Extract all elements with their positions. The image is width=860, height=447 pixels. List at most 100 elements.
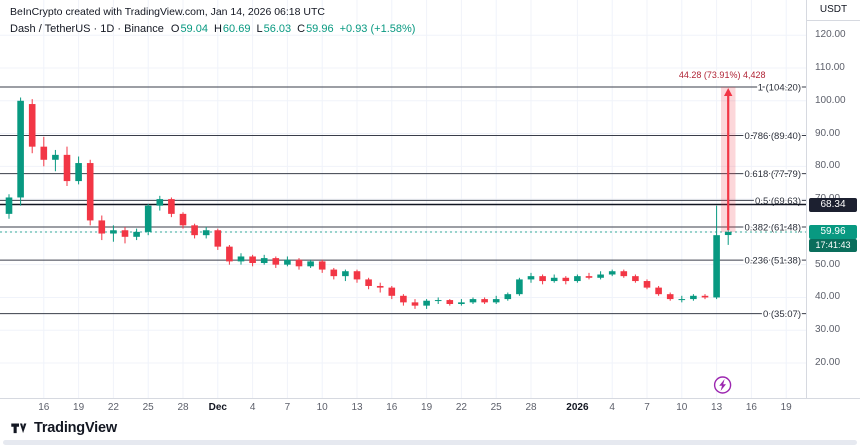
- time-tick-label: 4: [249, 402, 256, 413]
- candle-body-nov-27: [168, 199, 175, 214]
- candle-body-nov-13: [5, 197, 13, 214]
- candle-body-nov-19: [75, 163, 82, 182]
- candle-body-jan-13: [713, 235, 720, 298]
- time-tick-label: 22: [455, 402, 467, 413]
- price-tick-label: 80.00: [815, 160, 841, 172]
- candle-body-jan-1: [574, 276, 581, 282]
- last-price-badge: 59.96: [809, 225, 857, 240]
- time-tick-label: 19: [421, 402, 433, 413]
- candle-body-jan-4: [608, 271, 616, 275]
- low-label: L: [256, 23, 263, 35]
- tradingview-logo-icon: [11, 423, 27, 434]
- time-tick-label: 25: [142, 402, 154, 413]
- candle-body-jan-10: [678, 299, 686, 301]
- candle-body-dec-16: [388, 287, 396, 296]
- candle-body-nov-17: [52, 154, 59, 160]
- time-tick-label: 13: [351, 402, 363, 413]
- candle-body-jan-5: [620, 271, 628, 277]
- candle-body-jan-8: [655, 287, 662, 295]
- candle-body-dec-6: [272, 258, 280, 265]
- candle-body-nov-18: [63, 154, 71, 182]
- fib-label-0.382: 0.382 (61.48): [744, 223, 801, 234]
- high-label: H: [213, 23, 222, 35]
- price-tick-label: 30.00: [815, 324, 841, 336]
- candle-body-dec-2: [226, 246, 233, 262]
- price-line-badge: 68.34: [809, 197, 857, 212]
- candle-body-nov-20: [86, 163, 94, 221]
- candle-body-dec-29: [539, 276, 546, 282]
- currency-label: USDT: [807, 0, 860, 21]
- time-tick-label: 13: [711, 402, 723, 413]
- price-tick-label: 120.00: [815, 29, 846, 41]
- time-tick-label: 7: [284, 402, 291, 413]
- time-axis[interactable]: 16 19 22 25 28 Dec 4 7 10 13 16 19 22 25 28 2026 4 7 10 13 1…: [0, 398, 860, 416]
- candle-body-nov-29: [191, 225, 198, 236]
- candle-body-dec-23: [469, 299, 477, 303]
- candle-body-jan-2: [585, 276, 593, 278]
- candle-body-dec-5: [260, 258, 268, 264]
- candle-body-nov-22: [110, 230, 117, 234]
- candle-body-nov-21: [98, 220, 106, 234]
- price-axis[interactable]: USDT 120.00110.00100.0090.0080.0070.0060…: [806, 0, 860, 398]
- candle-body-dec-27: [516, 279, 523, 295]
- low-value: 56.03: [263, 23, 292, 35]
- candle-body-dec-19: [423, 300, 430, 306]
- candle-body-jan-3: [597, 274, 604, 278]
- price-tick-label: 90.00: [815, 127, 841, 139]
- price-tick-label: 20.00: [815, 357, 841, 368]
- high-value: 60.69: [222, 23, 251, 35]
- time-tick-label: Dec: [208, 402, 227, 413]
- fib-label-0.236: 0.236 (51.38): [744, 256, 801, 267]
- projection-arrow-head: [724, 88, 733, 97]
- projection-annotation: 44.28 (73.91%) 4,428: [679, 70, 766, 80]
- candle-body-dec-24: [481, 299, 488, 303]
- candlestick-chart[interactable]: 1 (104.20)0.786 (89.40)0.618 (77.79)0.5 …: [0, 0, 806, 398]
- candle-body-dec-31: [562, 277, 570, 282]
- lightning-event-icon[interactable]: [719, 379, 726, 391]
- time-tick-label: 10: [676, 402, 688, 413]
- time-tick-label: 4: [609, 402, 615, 413]
- candle-body-dec-21: [446, 300, 454, 304]
- fib-label-0: 0 (35.07): [763, 309, 801, 320]
- time-tick-label: 25: [490, 402, 502, 413]
- candle-body-dec-28: [527, 276, 535, 280]
- time-tick-label: 19: [780, 402, 792, 413]
- time-tick-label: 22: [107, 402, 119, 413]
- candle-body-dec-26: [504, 294, 512, 300]
- close-value: 59.96: [306, 23, 334, 35]
- footer-bar: TradingView: [0, 416, 860, 447]
- candle-body-dec-25: [492, 299, 500, 303]
- time-tick-label: 19: [73, 402, 85, 413]
- candle-body-nov-30: [202, 230, 210, 236]
- candle-body-nov-15: [28, 104, 36, 147]
- chart-canvas[interactable]: 1 (104.20) 0.786 (89.40) 0.618 (77.79) 0.5 …: [0, 0, 806, 398]
- close-label: C: [297, 23, 306, 35]
- attribution-text: BeInCrypto created with TradingView.com,…: [10, 6, 325, 18]
- candle-body-dec-15: [376, 285, 384, 288]
- candle-body-dec-11: [330, 269, 338, 277]
- time-tick-label: 10: [316, 402, 328, 413]
- candle-body-nov-26: [156, 199, 164, 206]
- candle-body-jan-14: [724, 232, 732, 236]
- tradingview-logo[interactable]: TradingView: [10, 419, 117, 437]
- candle-body-nov-16: [40, 146, 48, 160]
- candle-body-dec-17: [400, 295, 407, 303]
- candle-body-dec-20: [434, 300, 442, 302]
- time-tick-label: 28: [525, 402, 537, 413]
- candle-body-dec-18: [411, 302, 419, 306]
- candle-body-dec-14: [365, 279, 372, 286]
- change-value: +0.93 (+1.58%): [339, 23, 416, 35]
- symbol-title[interactable]: Dash / TetherUS · 1D · Binance: [10, 23, 164, 35]
- fib-label-0.618: 0.618 (77.79): [744, 169, 801, 180]
- candle-body-nov-23: [121, 230, 129, 237]
- candle-body-jan-12: [701, 295, 709, 298]
- candle-body-dec-4: [249, 256, 256, 264]
- candle-body-dec-22: [458, 302, 465, 304]
- brand-text: TradingView: [34, 420, 117, 436]
- candle-body-dec-13: [353, 271, 361, 280]
- horizontal-scrollbar[interactable]: [3, 440, 857, 445]
- time-tick-label: 7: [644, 402, 650, 413]
- fib-label-0.786: 0.786 (89.40): [744, 131, 801, 142]
- price-tick-label: 110.00: [815, 62, 845, 73]
- price-tick-label: 50.00: [815, 258, 841, 270]
